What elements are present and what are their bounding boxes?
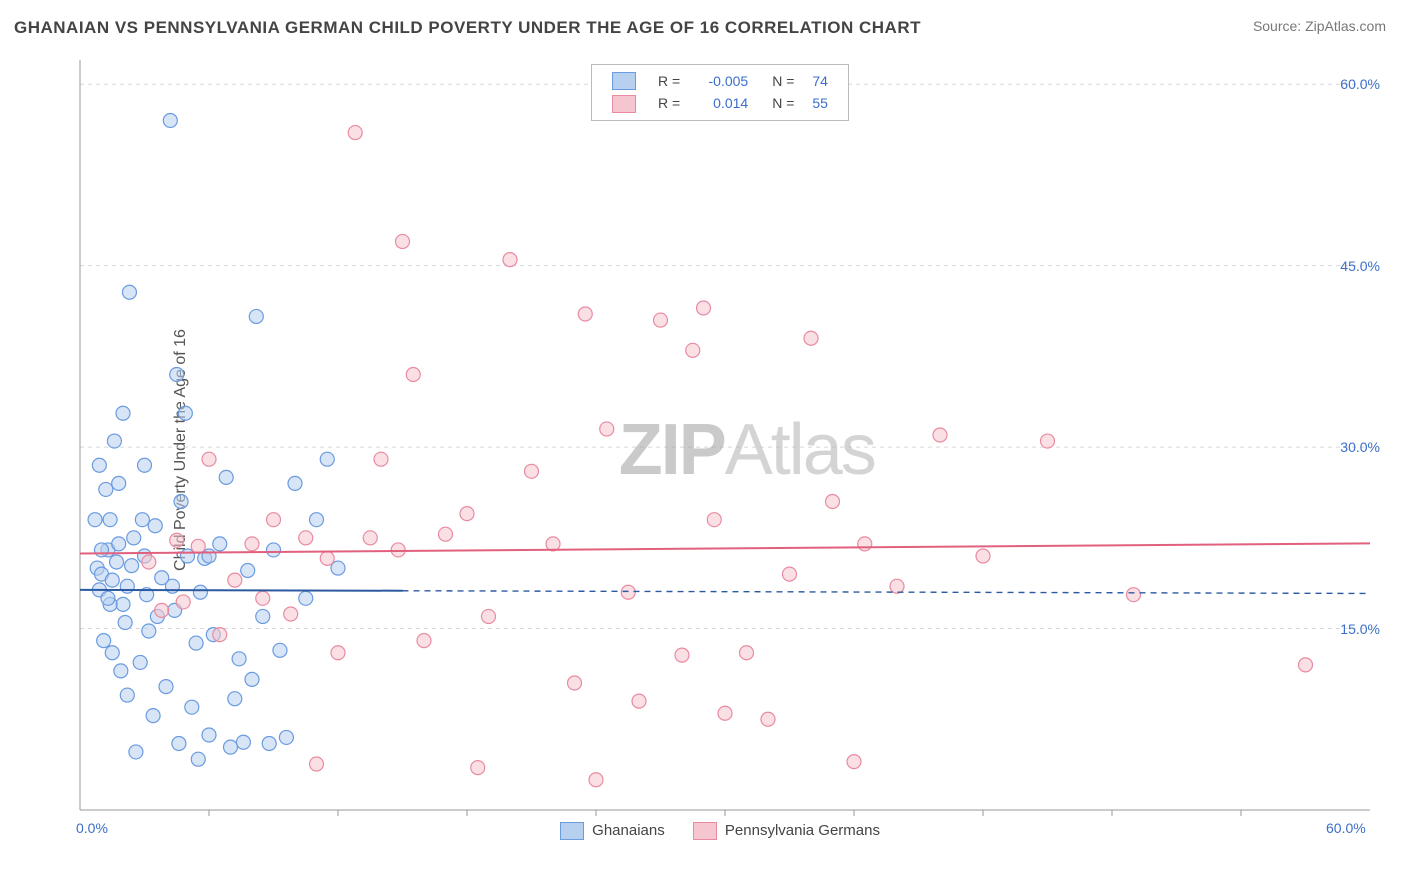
legend-item: Ghanaians: [560, 822, 665, 840]
x-tick-label: 0.0%: [76, 820, 108, 836]
x-tick-label: 60.0%: [1326, 820, 1366, 836]
y-tick-label: 60.0%: [1340, 76, 1380, 92]
chart-area: Child Poverty Under the Age of 16 R =-0.…: [50, 60, 1390, 840]
scatter-plot: [50, 60, 1390, 840]
chart-title: GHANAIAN VS PENNSYLVANIA GERMAN CHILD PO…: [14, 18, 921, 38]
series-legend: Ghanaians Pennsylvania Germans: [546, 822, 894, 840]
y-tick-label: 45.0%: [1340, 258, 1380, 274]
legend-item: Pennsylvania Germans: [693, 822, 880, 840]
y-tick-label: 15.0%: [1340, 621, 1380, 637]
y-tick-label: 30.0%: [1340, 439, 1380, 455]
correlation-legend: R =-0.005N =74R =0.014N =55: [591, 64, 849, 121]
source-attribution: Source: ZipAtlas.com: [1253, 18, 1386, 34]
